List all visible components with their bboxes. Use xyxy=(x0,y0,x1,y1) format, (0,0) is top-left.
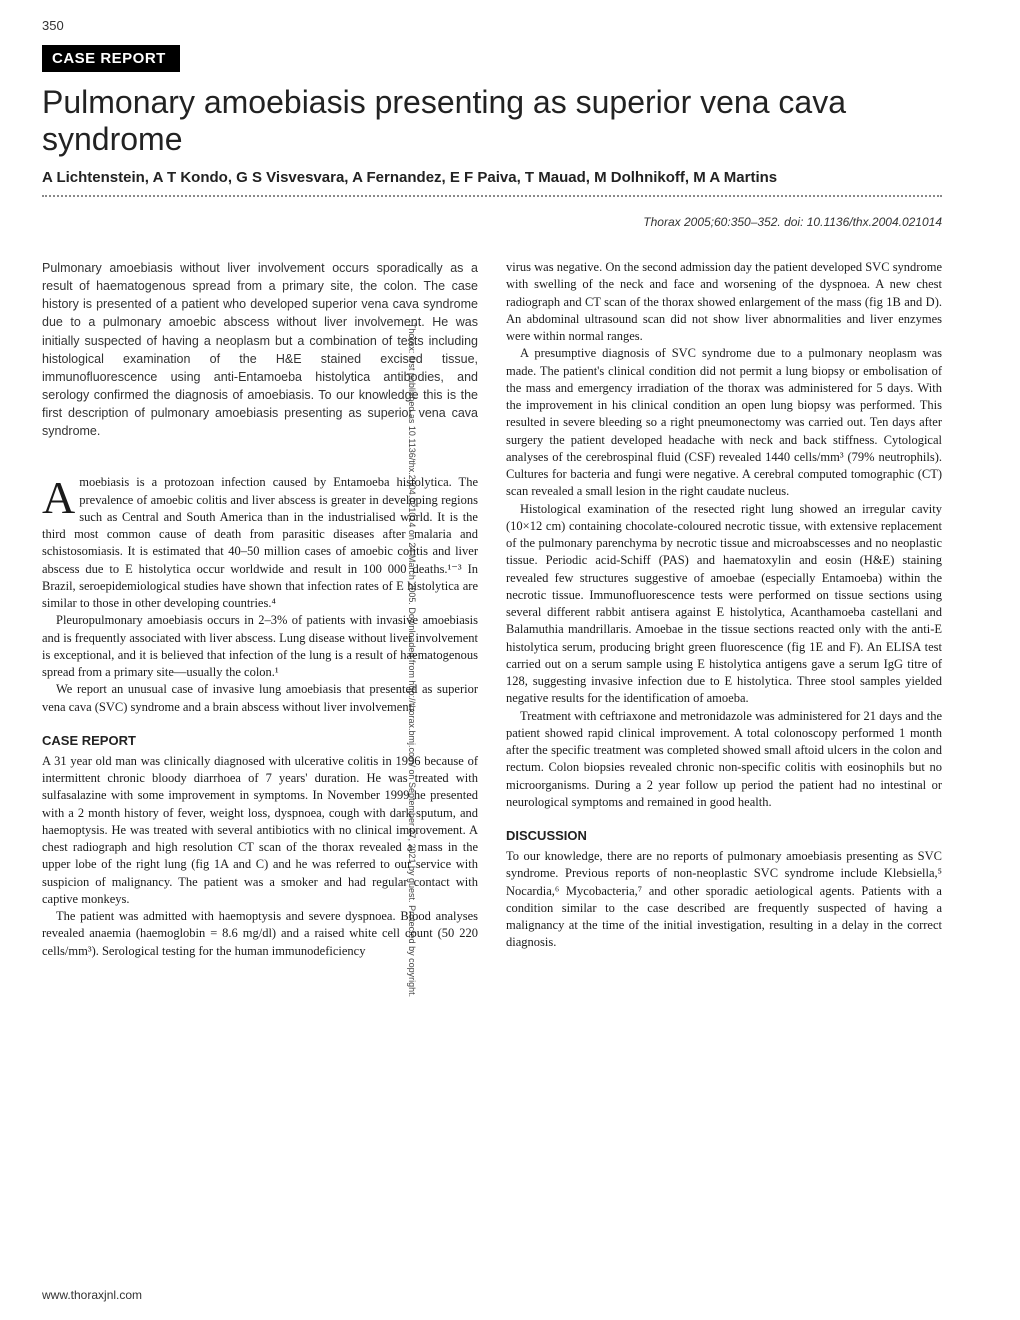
authors: A Lichtenstein, A T Kondo, G S Visvesvar… xyxy=(42,168,942,188)
col2-paragraph-1: virus was negative. On the second admiss… xyxy=(506,259,942,345)
page-number: 350 xyxy=(42,18,64,33)
article-title: Pulmonary amoebiasis presenting as super… xyxy=(42,84,942,158)
section-label: CASE REPORT xyxy=(42,45,180,72)
intro-paragraph-3: We report an unusual case of invasive lu… xyxy=(42,681,478,716)
intro-paragraph-2: Pleuropulmonary amoebiasis occurs in 2–3… xyxy=(42,612,478,681)
col2-paragraph-4: Treatment with ceftriaxone and metronida… xyxy=(506,708,942,812)
col2-paragraph-3: Histological examination of the resected… xyxy=(506,501,942,708)
abstract: Pulmonary amoebiasis without liver invol… xyxy=(42,259,478,440)
case-report-heading: CASE REPORT xyxy=(42,732,478,750)
divider xyxy=(42,195,942,197)
discussion-heading: DISCUSSION xyxy=(506,827,942,845)
case-paragraph-1: A 31 year old man was clinically diagnos… xyxy=(42,753,478,908)
col2-paragraph-2: A presumptive diagnosis of SVC syndrome … xyxy=(506,345,942,500)
left-column: Pulmonary amoebiasis without liver invol… xyxy=(42,259,478,960)
intro-paragraph-1: Amoebiasis is a protozoan infection caus… xyxy=(42,474,478,612)
right-column: virus was negative. On the second admiss… xyxy=(506,259,942,960)
dropcap: A xyxy=(42,474,79,517)
discussion-paragraph-1: To our knowledge, there are no reports o… xyxy=(506,848,942,952)
citation: Thorax 2005;60:350–352. doi: 10.1136/thx… xyxy=(42,215,942,229)
columns: Pulmonary amoebiasis without liver invol… xyxy=(42,259,942,960)
main-content: CASE REPORT Pulmonary amoebiasis present… xyxy=(42,45,942,960)
footer-url: www.thoraxjnl.com xyxy=(42,1288,142,1302)
case-paragraph-2: The patient was admitted with haemoptysi… xyxy=(42,908,478,960)
intro-p1-text: moebiasis is a protozoan infection cause… xyxy=(42,475,478,610)
